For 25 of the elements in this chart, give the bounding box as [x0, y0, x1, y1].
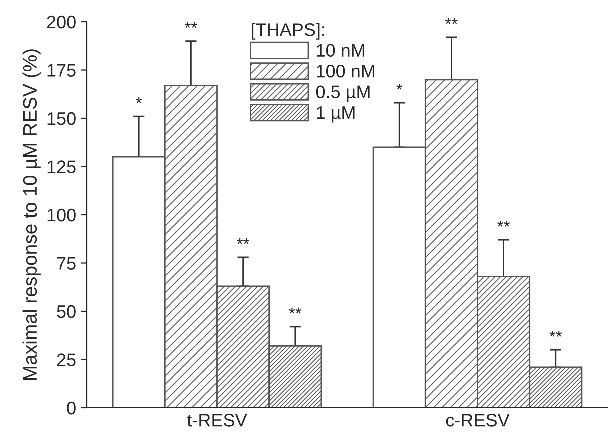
annotation: **: [498, 221, 510, 227]
y-tick-label: 100: [48, 208, 76, 222]
annotation: **: [237, 238, 250, 244]
x-tick-label: t-RESV: [187, 414, 248, 427]
x-tick-label: c-RESV: [446, 414, 510, 427]
y-tick-label: 150: [48, 112, 76, 126]
y-tick-label: 200: [47, 16, 76, 29]
legend-label: 0.5 µM: [316, 86, 370, 102]
y-tick-label: 50: [57, 305, 76, 318]
y-tick-label: 175: [48, 64, 76, 77]
legend-label: 100 nM: [317, 64, 374, 78]
y-tick-label: 25: [57, 354, 76, 366]
y-axis-title: Maximal response to 10 µM RESV (%): [22, 50, 41, 380]
legend-label: 10 nM: [317, 44, 364, 58]
annotation: **: [445, 18, 458, 24]
y-tick-label: 0: [67, 402, 76, 415]
legend-label: 1 µM: [317, 106, 355, 123]
legend-title: [THAPS]:: [252, 23, 324, 40]
y-tick-label: 75: [57, 257, 76, 270]
annotation: **: [289, 308, 302, 314]
annotation: *: [136, 97, 142, 104]
annotation: *: [396, 84, 403, 90]
y-tick-label: 125: [48, 160, 76, 174]
annotation: **: [550, 331, 562, 337]
annotation: **: [184, 22, 198, 28]
